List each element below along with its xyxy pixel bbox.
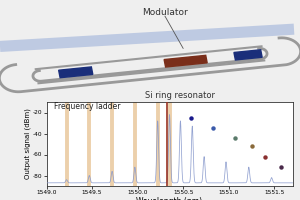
Polygon shape <box>59 67 93 78</box>
Text: Modulator: Modulator <box>142 8 188 17</box>
X-axis label: Wavelength (nm): Wavelength (nm) <box>136 197 202 200</box>
Text: Frequency ladder: Frequency ladder <box>54 102 120 111</box>
Polygon shape <box>234 50 262 60</box>
Y-axis label: Output signal (dBm): Output signal (dBm) <box>25 109 31 179</box>
Text: Si ring resonator: Si ring resonator <box>145 91 215 100</box>
PathPatch shape <box>33 48 267 81</box>
Polygon shape <box>164 55 207 67</box>
